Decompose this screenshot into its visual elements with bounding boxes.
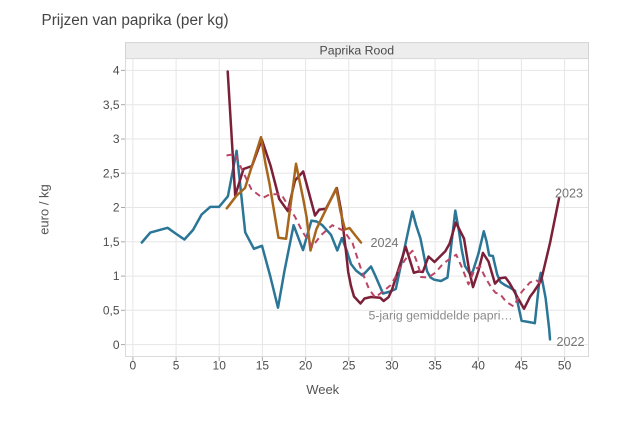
- svg-text:40: 40: [472, 359, 486, 373]
- svg-text:10: 10: [213, 359, 227, 373]
- svg-text:3,5: 3,5: [103, 98, 120, 112]
- svg-text:2: 2: [113, 201, 120, 215]
- svg-text:5-jarig gemiddelde papri…: 5-jarig gemiddelde papri…: [369, 309, 513, 323]
- svg-text:20: 20: [299, 359, 313, 373]
- svg-text:euro / kg: euro / kg: [37, 184, 52, 235]
- svg-text:5: 5: [173, 359, 180, 373]
- svg-text:35: 35: [428, 359, 442, 373]
- svg-text:0: 0: [130, 359, 137, 373]
- svg-text:45: 45: [515, 359, 529, 373]
- svg-text:2024: 2024: [371, 236, 399, 250]
- svg-text:2023: 2023: [555, 187, 583, 201]
- svg-text:1,5: 1,5: [103, 235, 120, 249]
- svg-text:30: 30: [385, 359, 399, 373]
- svg-text:Paprika Rood: Paprika Rood: [320, 44, 395, 58]
- svg-text:Week: Week: [306, 382, 339, 397]
- svg-text:25: 25: [342, 359, 356, 373]
- svg-text:2022: 2022: [557, 335, 585, 349]
- svg-text:Prijzen van paprika (per kg): Prijzen van paprika (per kg): [42, 12, 229, 29]
- svg-text:4: 4: [113, 64, 120, 78]
- svg-text:3: 3: [113, 132, 120, 146]
- svg-text:0,5: 0,5: [103, 304, 120, 318]
- svg-text:15: 15: [256, 359, 270, 373]
- svg-text:1: 1: [113, 269, 120, 283]
- svg-text:50: 50: [558, 359, 572, 373]
- svg-text:0: 0: [113, 338, 120, 352]
- svg-text:2,5: 2,5: [103, 166, 120, 180]
